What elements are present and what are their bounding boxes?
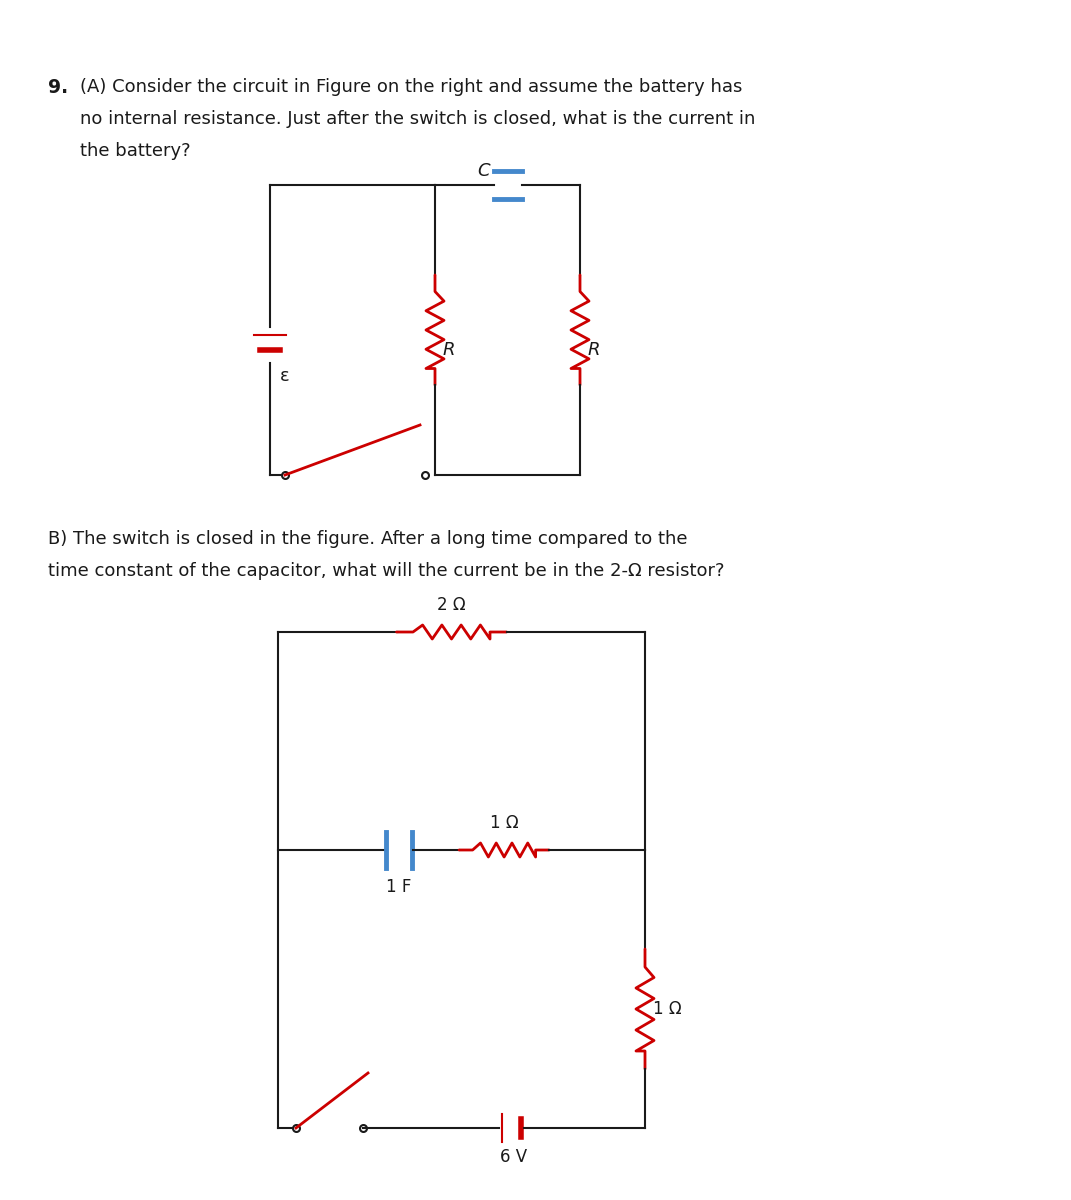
Text: time constant of the capacitor, what will the current be in the 2-Ω resistor?: time constant of the capacitor, what wil… bbox=[48, 562, 724, 580]
Text: 2 Ω: 2 Ω bbox=[437, 596, 466, 614]
Text: the battery?: the battery? bbox=[80, 142, 191, 160]
Text: B) The switch is closed in the figure. After a long time compared to the: B) The switch is closed in the figure. A… bbox=[48, 530, 688, 548]
Text: R: R bbox=[588, 341, 601, 359]
Text: R: R bbox=[443, 341, 455, 359]
Text: C: C bbox=[477, 162, 489, 180]
Text: 1 Ω: 1 Ω bbox=[653, 1000, 681, 1018]
Text: 6 V: 6 V bbox=[500, 1148, 528, 1166]
Text: 1 Ω: 1 Ω bbox=[489, 814, 518, 832]
Text: no internal resistance. Just after the switch is closed, what is the current in: no internal resistance. Just after the s… bbox=[80, 110, 755, 128]
Text: 9.: 9. bbox=[48, 78, 69, 97]
Text: 1 F: 1 F bbox=[387, 878, 411, 896]
Text: (A) Consider the circuit in Figure on the right and assume the battery has: (A) Consider the circuit in Figure on th… bbox=[80, 78, 742, 96]
Text: ε: ε bbox=[280, 367, 289, 385]
